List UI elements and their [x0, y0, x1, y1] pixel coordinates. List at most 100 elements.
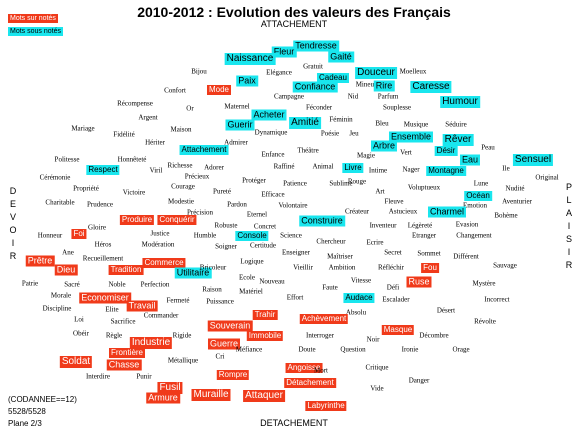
word: Adorer: [204, 163, 224, 172]
word: Secret: [384, 248, 402, 257]
word: Fidélité: [113, 130, 135, 139]
word: Raffiné: [273, 162, 295, 171]
word: Vert: [400, 148, 412, 157]
word: Rouge: [347, 177, 367, 186]
word: Nager: [402, 165, 420, 174]
word: Féminin: [329, 115, 353, 124]
word: Légèreté: [407, 221, 433, 230]
word: Justice: [150, 229, 170, 238]
word: Faute: [322, 283, 338, 292]
word: Précision: [186, 208, 214, 217]
word: Cadeau: [316, 73, 350, 83]
word: Patience: [283, 179, 307, 188]
word: Acheter: [251, 109, 287, 121]
word: Bohème: [494, 211, 518, 220]
word: Récompense: [117, 99, 153, 108]
word: Bleu: [375, 119, 389, 128]
word: Fermeté: [166, 296, 190, 305]
word: Nid: [347, 92, 359, 101]
word: Humble: [193, 231, 217, 240]
word: Campagne: [274, 92, 304, 101]
word: Ane: [62, 248, 74, 257]
word: Respect: [86, 165, 120, 175]
word: Gratuit: [303, 62, 323, 71]
word: Parfum: [377, 92, 399, 101]
word: Rêver: [442, 134, 474, 146]
word: Méfiance: [235, 345, 263, 354]
word: Discipline: [42, 304, 72, 313]
word: Rompre: [216, 370, 250, 380]
word: Admirer: [224, 138, 248, 147]
word: Héros: [94, 240, 112, 249]
word: Mariage: [71, 124, 95, 133]
word: Logique: [240, 257, 264, 266]
word: Souverain: [207, 320, 253, 332]
word: Matériel: [239, 287, 263, 296]
word: Charmel: [427, 206, 467, 218]
word: Recueillement: [82, 254, 124, 263]
word: Foi: [71, 229, 87, 239]
word: Sacré: [64, 280, 80, 289]
word: Honneur: [37, 231, 63, 240]
word: Console: [235, 231, 269, 241]
word: Argent: [138, 113, 158, 122]
word: Attaquer: [243, 390, 285, 402]
word: Révolte: [474, 317, 496, 326]
word: Métallique: [167, 356, 199, 365]
word: Attachement: [179, 145, 229, 155]
word: Bijou: [191, 67, 207, 76]
word: Raison: [202, 285, 222, 294]
word: Question: [340, 345, 366, 354]
word: Industrie: [129, 337, 173, 349]
word: Séduire: [445, 120, 467, 129]
word: Prudence: [86, 200, 114, 209]
word: Absolu: [345, 308, 367, 317]
word: Commander: [143, 311, 179, 320]
word: Ambition: [328, 263, 356, 272]
word: Ecole: [239, 273, 255, 282]
word: Aventurier: [502, 197, 532, 206]
word: Vitesse: [350, 276, 372, 285]
word: Incorrect: [484, 295, 510, 304]
word: Muraille: [191, 389, 231, 401]
word: Guerir: [225, 119, 255, 131]
footer-line: (CODANNEE==12): [8, 395, 77, 404]
word: Soigner: [215, 242, 237, 251]
word: Mode: [206, 85, 232, 95]
word: Interroger: [306, 331, 334, 340]
word: Souplesse: [383, 103, 411, 112]
word: Propriété: [73, 184, 99, 193]
word: Modestie: [167, 197, 195, 206]
word: Prêtre: [25, 255, 55, 267]
word: Mystère: [472, 279, 496, 288]
word: Produire: [119, 215, 155, 225]
word: Certitude: [249, 241, 277, 250]
word: Sacrifice: [110, 317, 136, 326]
word: Douceur: [355, 67, 397, 79]
word: Audace: [343, 293, 375, 303]
word: Richesse: [167, 161, 193, 170]
word: Protéger: [242, 176, 266, 185]
word: Naissance: [224, 53, 276, 65]
word: Noble: [108, 280, 126, 289]
word: Fou: [421, 263, 439, 273]
axis-right: PLAISIR: [564, 182, 574, 273]
word: Or: [186, 104, 194, 113]
word: Mineur: [355, 80, 377, 89]
word: Précieux: [184, 172, 210, 181]
word: Gaité: [328, 51, 354, 63]
word: Honnêteté: [117, 155, 147, 164]
word: Fusil: [157, 382, 183, 394]
word: Concret: [253, 222, 277, 231]
word: Détachement: [284, 378, 336, 388]
word: Victoire: [122, 188, 146, 197]
word: Noir: [366, 335, 380, 344]
word: Fleur: [271, 46, 297, 58]
word: Eau: [459, 154, 481, 166]
word: Animal: [312, 162, 334, 171]
word: Puissance: [206, 297, 234, 306]
word: Chasse: [106, 359, 142, 371]
word: Efficace: [261, 190, 285, 199]
word: Tradition: [108, 265, 144, 275]
footer-line: Plane 2/3: [8, 419, 42, 428]
